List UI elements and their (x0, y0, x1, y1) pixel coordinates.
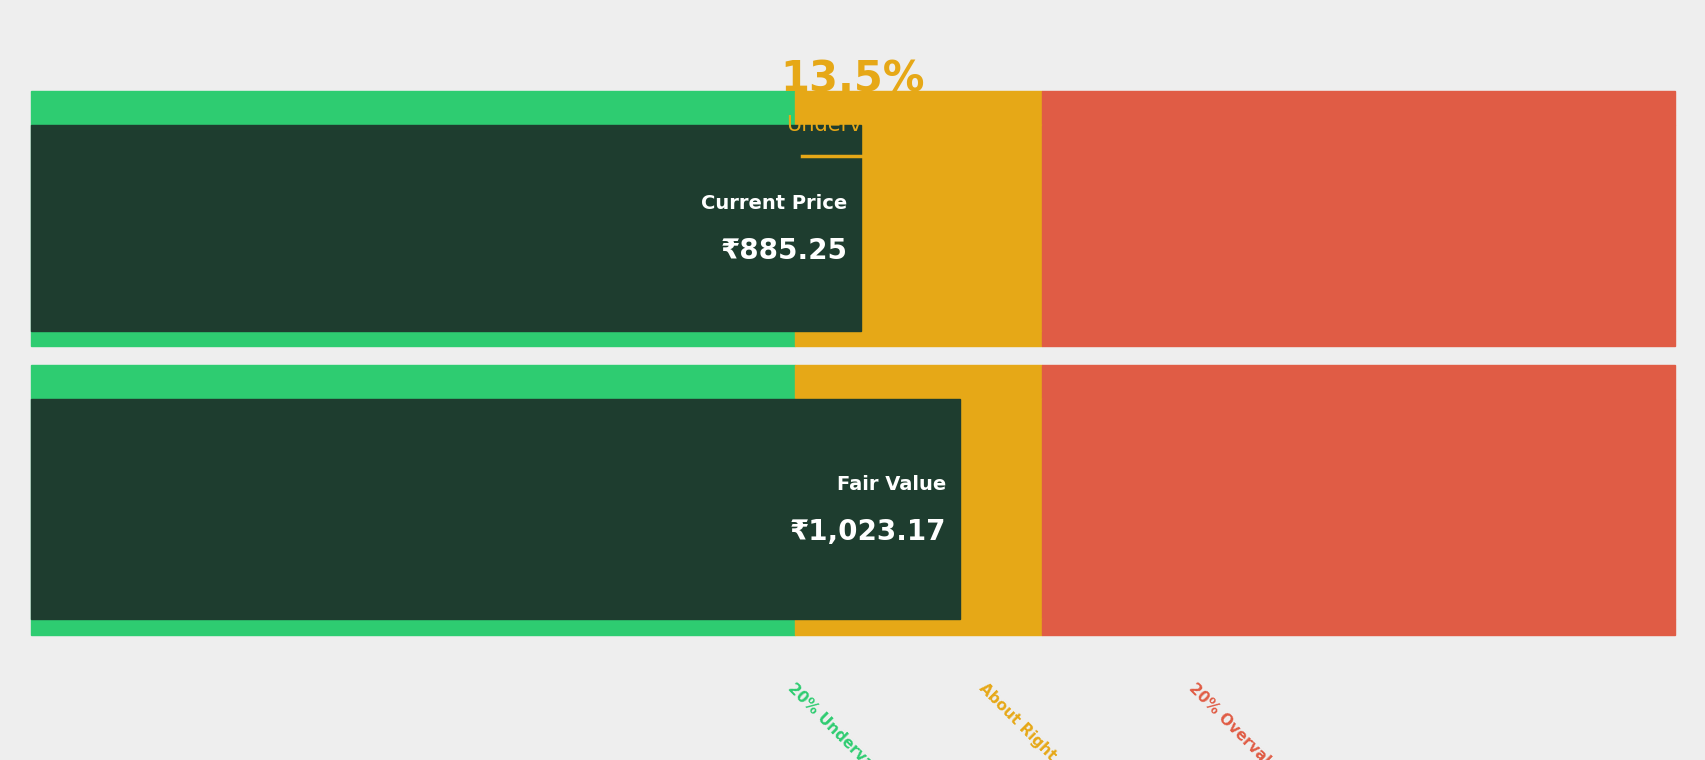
Bar (1042, 91, 1674, 125)
Bar (1042, 399, 1674, 619)
Bar (795, 365, 1042, 399)
Bar (31, 365, 795, 399)
Bar (31, 399, 960, 619)
Bar (795, 619, 1042, 635)
Text: 13.5%: 13.5% (781, 59, 924, 101)
Bar (795, 125, 1042, 331)
Bar (31, 125, 795, 331)
Bar (31, 399, 795, 619)
Bar (1042, 331, 1674, 346)
Bar (31, 91, 795, 125)
Bar (795, 91, 1042, 125)
Bar (31, 331, 795, 346)
Bar (795, 399, 1042, 619)
Bar (1042, 125, 1674, 331)
Bar (1042, 365, 1674, 399)
Bar (1042, 619, 1674, 635)
Bar (795, 331, 1042, 346)
Bar (31, 125, 861, 331)
Text: 20% Undervalued: 20% Undervalued (784, 680, 902, 760)
Text: Fair Value: Fair Value (837, 476, 946, 495)
Text: About Right: About Right (975, 680, 1059, 760)
Bar (31, 619, 795, 635)
Text: Current Price: Current Price (701, 195, 847, 214)
Text: Undervalued: Undervalued (786, 116, 919, 135)
Text: 20% Overvalued: 20% Overvalued (1185, 680, 1294, 760)
Text: ₹885.25: ₹885.25 (720, 237, 847, 264)
Text: ₹1,023.17: ₹1,023.17 (789, 518, 946, 546)
